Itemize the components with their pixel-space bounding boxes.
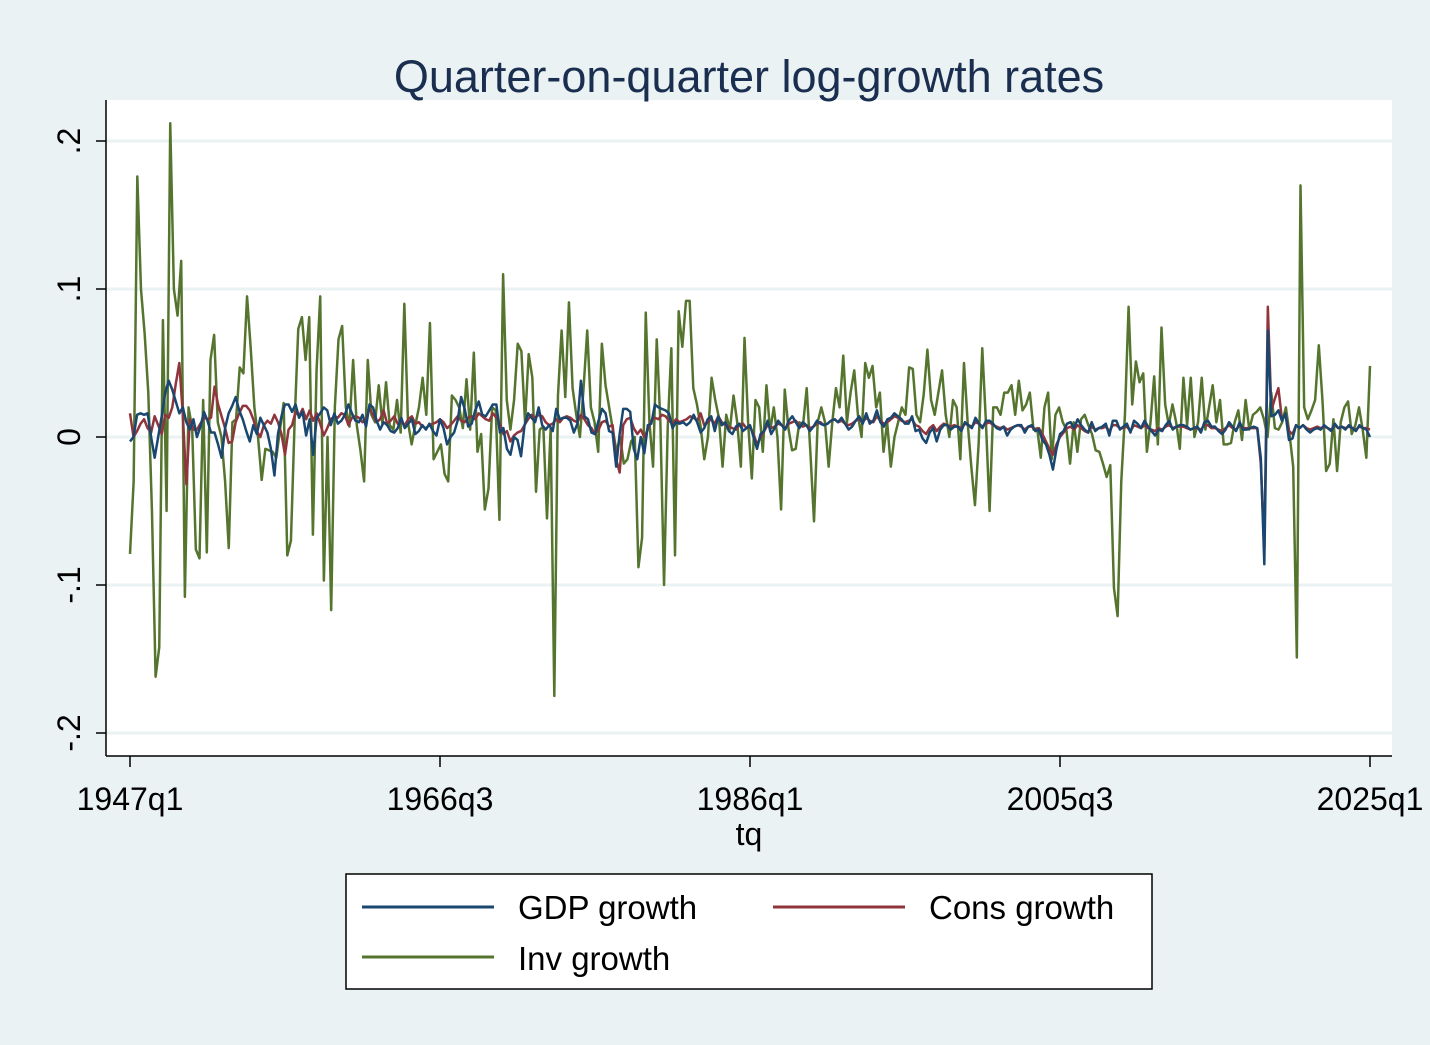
y-tick-label: .2 <box>51 128 87 155</box>
x-tick-label: 1986q1 <box>697 781 804 817</box>
legend-label-inv-growth: Inv growth <box>518 940 670 977</box>
y-tick-label: -.2 <box>51 714 87 751</box>
x-axis-ticks: 1947q1 1966q3 1986q1 2005q3 2025q1 <box>77 756 1424 817</box>
legend: GDP growth Cons growth Inv growth <box>345 873 1153 990</box>
series-line-inv-growth <box>128 121 1372 698</box>
x-tick-label: 1966q3 <box>387 781 494 817</box>
legend-label-cons-growth: Cons growth <box>929 889 1114 926</box>
legend-label-gdp-growth: GDP growth <box>518 889 697 926</box>
series-layer <box>128 121 1372 698</box>
x-tick-label: 1947q1 <box>77 781 184 817</box>
series-line-gdp-growth <box>129 329 1372 566</box>
x-tick-label: 2005q3 <box>1007 781 1114 817</box>
y-axis-ticks: -.2 -.1 0 .1 .2 <box>51 128 106 752</box>
chart-title: Quarter-on-quarter log-growth rates <box>394 51 1104 102</box>
x-axis-label: tq <box>736 816 763 852</box>
x-tick-label: 2025q1 <box>1317 781 1424 817</box>
y-tick-label: .1 <box>51 276 87 303</box>
legend-box <box>345 873 1153 990</box>
y-tick-label: -.1 <box>51 566 87 603</box>
y-tick-label: 0 <box>51 428 87 446</box>
